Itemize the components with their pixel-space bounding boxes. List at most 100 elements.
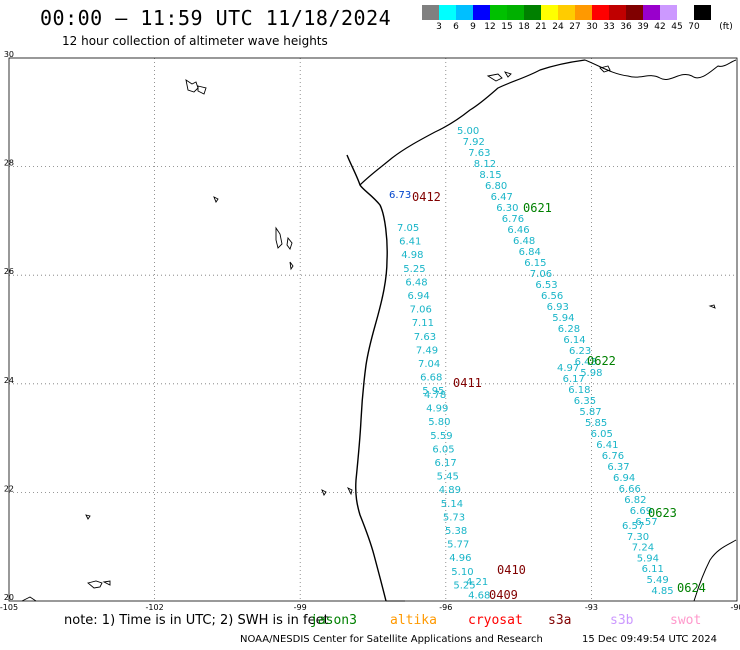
wave-height-value: 5.98 xyxy=(580,368,602,379)
track-id-label: 0623 xyxy=(648,506,677,520)
satellite-legend-jason3: jason3 xyxy=(310,613,357,628)
wave-height-value: 7.11 xyxy=(412,318,434,329)
colorbar-swatch xyxy=(694,5,711,20)
colorbar-label: 15 xyxy=(501,22,513,32)
track-id-label: 0409 xyxy=(489,588,518,602)
wave-height-value: 6.28 xyxy=(558,324,580,335)
track-id-label: 0412 xyxy=(412,190,441,204)
wave-height-value: 5.73 xyxy=(443,512,465,523)
wave-height-value: 7.24 xyxy=(632,543,654,554)
wave-height-value: 6.68 xyxy=(420,373,442,384)
wave-height-value: 6.17 xyxy=(563,374,585,385)
wave-height-value: 5.77 xyxy=(447,540,469,551)
lat-label: 26 xyxy=(4,267,14,276)
colorbar-swatch xyxy=(439,5,456,20)
wave-height-value: 6.82 xyxy=(624,495,646,506)
wave-height-value: 6.14 xyxy=(563,335,585,346)
colorbar-swatch xyxy=(422,5,439,20)
satellite-legend-cryosat: cryosat xyxy=(468,613,523,628)
texas-coast-north xyxy=(359,59,586,186)
wave-height-value: 7.04 xyxy=(418,359,440,370)
wave-height-value: 4.96 xyxy=(449,553,471,564)
colorbar-label: 27 xyxy=(569,22,581,32)
wave-height-value: 6.69 xyxy=(630,506,652,517)
wave-height-value: 6.76 xyxy=(602,451,624,462)
colorbar-swatch xyxy=(626,5,643,20)
colorbar-swatch xyxy=(541,5,558,20)
wave-height-value: 7.49 xyxy=(416,345,438,356)
lat-label: 20 xyxy=(4,593,14,602)
note-text: note: 1) Time is in UTC; 2) SWH is in fe… xyxy=(64,613,329,628)
wave-height-value: 6.18 xyxy=(568,385,590,396)
wave-height-value: 6.56 xyxy=(541,291,563,302)
map-frame xyxy=(8,57,738,602)
wave-height-value: 6.30 xyxy=(496,203,518,214)
wave-height-value: 6.57 xyxy=(635,517,657,528)
colorbar-swatch xyxy=(558,5,575,20)
wave-height-value: 6.94 xyxy=(408,291,430,302)
wave-height-value: 7.63 xyxy=(468,148,490,159)
colorbar-label: 45 xyxy=(671,22,683,32)
track-id-label: 0624 xyxy=(677,581,706,595)
wave-height-value: 5.95 xyxy=(422,386,444,397)
track-id-label: 0621 xyxy=(523,201,552,215)
colorbar-label: 6 xyxy=(453,22,459,32)
wave-height-value: 5.49 xyxy=(647,575,669,586)
satellite-legend-s3a: s3a xyxy=(548,613,572,628)
wave-height-value: 5.25 xyxy=(403,264,425,275)
colorbar-swatch xyxy=(575,5,592,20)
wave-height-value: 6.43 xyxy=(575,357,597,368)
colorbar-swatch xyxy=(660,5,677,20)
colorbar-swatch xyxy=(473,5,490,20)
colorbar-label: 33 xyxy=(603,22,615,32)
lat-label: 30 xyxy=(4,50,14,59)
wave-height-value: 6.53 xyxy=(535,280,557,291)
wave-height-value: 6.11 xyxy=(642,564,664,575)
wave-height-value: 6.15 xyxy=(524,258,546,269)
wave-height-value: 6.37 xyxy=(607,462,629,473)
wave-height-value: 4.68 xyxy=(468,591,490,602)
wave-height-value: 5.38 xyxy=(445,526,467,537)
wave-height-value: 8.12 xyxy=(474,159,496,170)
wave-height-value: 7.92 xyxy=(463,137,485,148)
wave-height-value: 6.66 xyxy=(619,484,641,495)
wave-height-value: 4.85 xyxy=(651,586,673,597)
wave-height-value: 6.93 xyxy=(547,302,569,313)
wave-height-value: 4.98 xyxy=(401,250,423,261)
wave-height-value: 5.59 xyxy=(430,431,452,442)
map-subtitle: 12 hour collection of altimeter wave hei… xyxy=(62,34,328,48)
louisiana-coast xyxy=(584,59,737,80)
wave-height-value: 6.48 xyxy=(513,236,535,247)
wave-height-value: 6.46 xyxy=(507,225,529,236)
wave-height-value: 6.05 xyxy=(591,429,613,440)
wave-height-value: 6.47 xyxy=(491,192,513,203)
colorbar-unit: (ft) xyxy=(719,22,733,32)
colorbar-label: 30 xyxy=(586,22,598,32)
wave-height-value: 8.15 xyxy=(479,170,501,181)
wave-height-value: 5.45 xyxy=(437,472,459,483)
wave-height-value: 4.78 xyxy=(424,390,446,401)
wave-height-value: 4.99 xyxy=(426,404,448,415)
colorbar-swatch xyxy=(677,5,694,20)
wave-height-value: 5.00 xyxy=(457,126,479,137)
wave-height-value: 5.80 xyxy=(428,417,450,428)
colorbar-swatch xyxy=(524,5,541,20)
wave-height-value: 6.94 xyxy=(613,473,635,484)
footer-credit: NOAA/NESDIS Center for Satellite Applica… xyxy=(240,634,543,645)
track-id-label: 0411 xyxy=(453,376,482,390)
wave-height-value: 6.41 xyxy=(399,237,421,248)
lon-label: -90 xyxy=(730,603,740,612)
colorbar-label: 12 xyxy=(484,22,496,32)
wave-height-value: 6.41 xyxy=(596,440,618,451)
gulf-coastline xyxy=(346,154,388,602)
wave-height-value: 5.85 xyxy=(585,418,607,429)
lon-label: -102 xyxy=(146,603,164,612)
map-title: 00:00 – 11:59 UTC 11/18/2024 xyxy=(40,6,392,30)
wave-height-value: 6.80 xyxy=(485,181,507,192)
track-id-label: 0622 xyxy=(587,354,616,368)
colorbar-swatch xyxy=(643,5,660,20)
colorbar-label: 42 xyxy=(654,22,666,32)
colorbar-swatch xyxy=(456,5,473,20)
wave-height-value: 7.06 xyxy=(530,269,552,280)
